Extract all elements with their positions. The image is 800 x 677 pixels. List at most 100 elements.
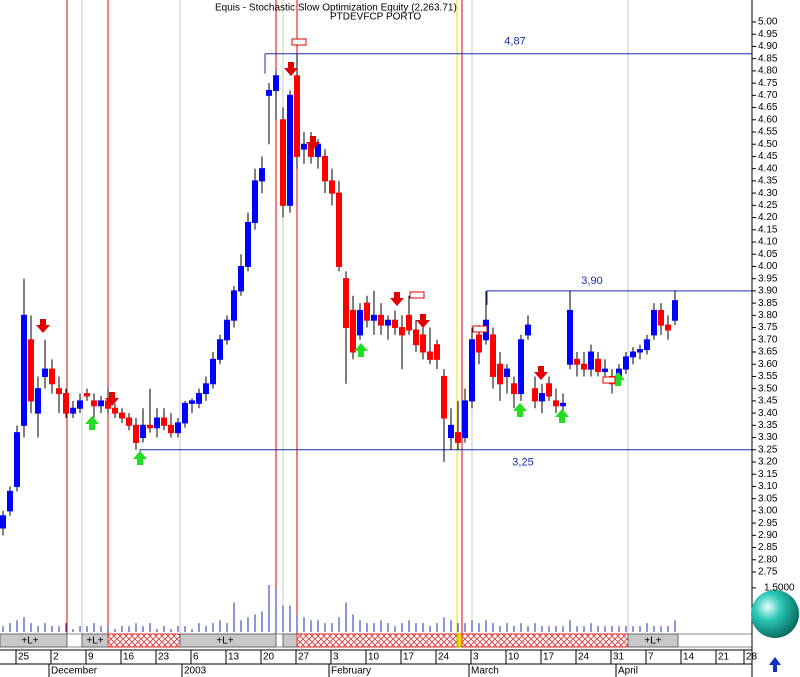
month-label: 2003 [184,666,207,677]
level-label: 3,25 [512,457,533,469]
candle-body [133,424,139,443]
y-tick-label: 3.85 [758,298,778,309]
candle-body [672,300,678,321]
candle-body [168,424,174,434]
candle-body [119,412,125,419]
volume-tick-label: 1.5000 [764,583,795,594]
candle-body [42,368,48,377]
x-tick-label: 16 [123,652,135,663]
candle-body [378,314,384,326]
candle-body [518,339,524,395]
x-tick-label: 2 [53,652,59,663]
candle-body [448,424,454,439]
candle-body [126,417,132,426]
candle-body [602,368,608,373]
y-tick-label: 3.40 [758,408,778,419]
candle-body [350,309,356,353]
candle-body [301,143,307,150]
y-tick-label: 4.90 [758,41,778,52]
candle-body [525,324,531,336]
y-tick-label: 4.40 [758,163,778,174]
candle-body [392,319,398,329]
scroll-arrow[interactable] [769,657,781,672]
y-tick-label: 4.70 [758,90,778,101]
month-label: February [331,666,371,677]
x-tick-label: 20 [263,652,275,663]
strip-label: +L+ [216,636,233,647]
y-tick-label: 3.45 [758,396,778,407]
candle-body [238,265,244,292]
candle-body [231,290,237,321]
candle-body [182,402,188,424]
chart-title: Equis - Stochastic Slow Optimization Equ… [215,3,457,14]
candle-body [581,363,587,370]
candle-body [441,375,447,419]
candle-body [14,432,20,487]
y-tick-label: 4.45 [758,151,778,162]
y-tick-label: 4.15 [758,224,778,235]
candle-body [49,368,55,385]
y-tick-label: 2.85 [758,542,778,553]
strip: +L+ +L+ +L+ +L+ [0,633,753,648]
y-tick-label: 4.95 [758,29,778,40]
candle-body [287,94,293,206]
signal-lines [66,0,629,634]
y-tick-label: 3.15 [758,469,778,480]
x-tick-label: 21 [718,652,730,663]
candle-body [546,383,552,397]
x-tick-label: 28 [746,652,758,663]
candle-body [259,168,265,182]
x-tick-label: 9 [88,652,94,663]
x-tick-label: 27 [298,652,310,663]
candle-body [497,363,503,385]
candle-body [140,424,146,439]
candle-body [252,180,258,223]
x-tick-label: 24 [438,652,450,663]
y-tick-label: 4.00 [758,261,778,272]
candle-body [658,309,664,326]
candle-body [266,89,272,96]
candle-body [210,358,216,385]
y-tick-label: 4.30 [758,188,778,199]
y-tick-label: 3.70 [758,334,778,345]
x-tick-label: 6 [193,652,199,663]
y-tick-label: 4.05 [758,249,778,260]
candle-body [343,278,349,329]
candle-body [420,334,426,353]
candle-body [322,155,328,182]
y-tick-label: 4.20 [758,212,778,223]
y-tick-label: 3.10 [758,481,778,492]
candle-body [651,309,657,336]
x-tick-label: 31 [613,652,625,663]
candle-body [511,383,517,395]
candle-body [364,302,370,321]
candle-body [427,351,433,360]
month-label: March [471,666,499,677]
y-tick-label: 3.50 [758,383,778,394]
y-tick-label: 4.50 [758,139,778,150]
candle-body [434,344,440,360]
x-tick-label: 25 [18,652,30,663]
candle-body [329,180,335,194]
candle-body [413,329,419,346]
y-tick-label: 4.60 [758,114,778,125]
candle-body [189,400,195,404]
candle-body [644,339,650,351]
candle-body [476,334,482,353]
y-tick-label: 3.05 [758,493,778,504]
y-tick-label: 4.10 [758,237,778,248]
x-tick-label: 17 [403,652,415,663]
candle-body [273,75,279,91]
candle-body [21,314,27,426]
y-tick-label: 3.30 [758,432,778,443]
candle-body [280,119,286,206]
level-label: 4,87 [504,36,525,48]
candle-body [630,351,636,358]
candle-body [147,424,153,429]
candle-body [623,356,629,370]
candle-body [357,309,363,336]
y-tick-label: 3.35 [758,420,778,431]
y-tick-label: 3.00 [758,506,778,517]
y-tick-label: 4.55 [758,127,778,138]
